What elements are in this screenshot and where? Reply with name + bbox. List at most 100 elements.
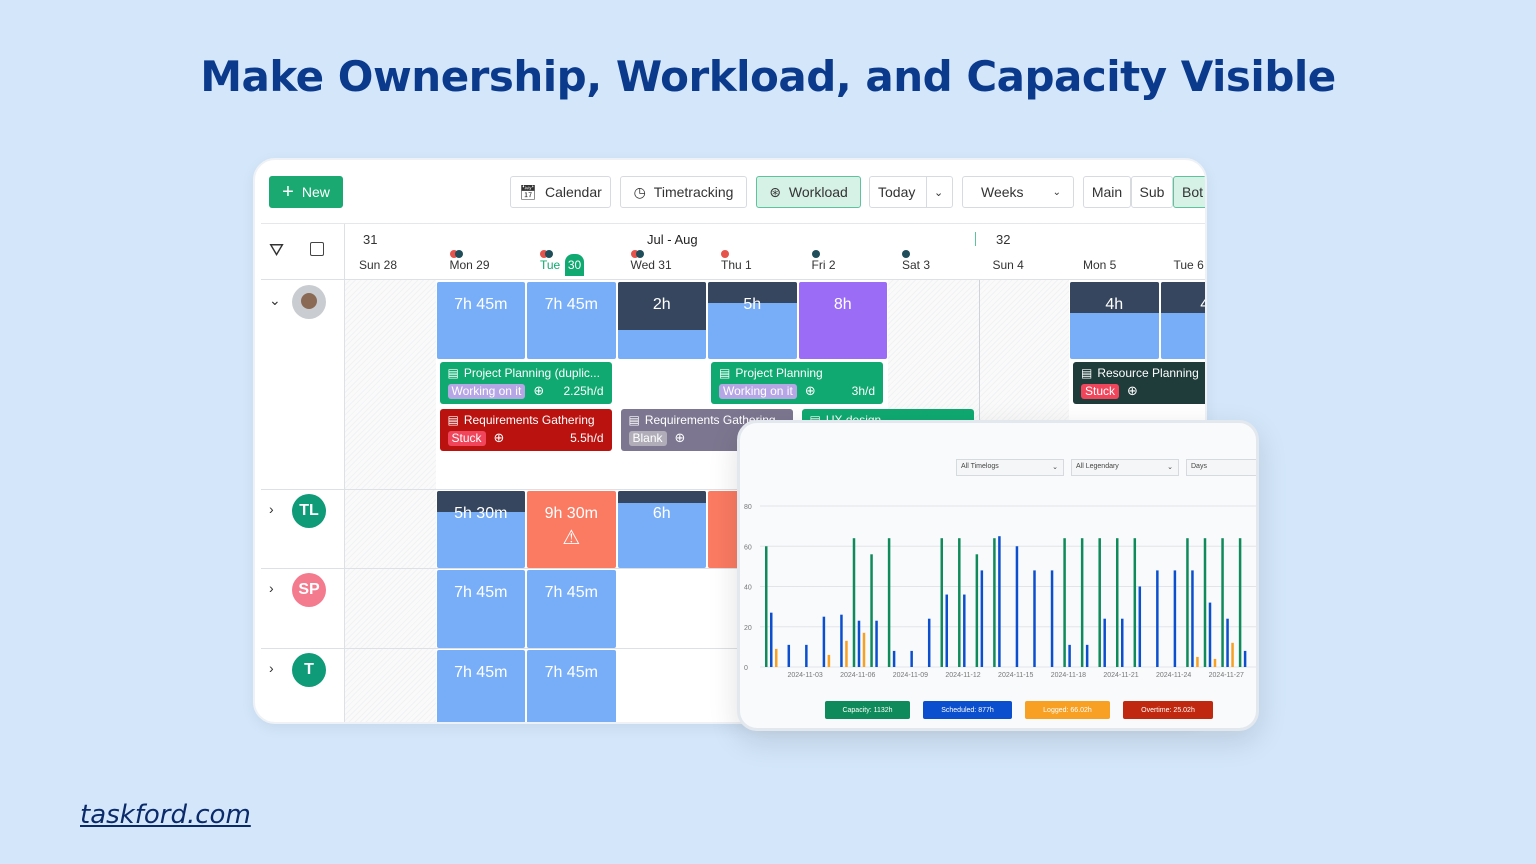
- today-button[interactable]: Today ⌄: [869, 176, 953, 208]
- task-meta-row: Stuck ⊕: [1081, 383, 1205, 399]
- sub-toggle[interactable]: Sub: [1131, 176, 1173, 208]
- task-bar[interactable]: ▤ Requirements Gathering Stuck ⊕ 5.5h/d: [439, 409, 612, 451]
- bar-scheduled: [1121, 618, 1124, 667]
- workload-block[interactable]: 7h 45m: [527, 570, 616, 648]
- status-badge[interactable]: Working on it: [719, 383, 797, 399]
- avatar[interactable]: T: [292, 653, 326, 687]
- workload-block[interactable]: 7h 45m: [436, 570, 525, 648]
- chevron-down-icon[interactable]: ⌄: [934, 186, 944, 199]
- add-comment-icon[interactable]: ⊕: [493, 430, 505, 445]
- timelogs-select[interactable]: All Timelogs ⌄: [956, 459, 1064, 476]
- workload-block[interactable]: 4h: [1070, 282, 1159, 359]
- avatar[interactable]: SP: [292, 573, 326, 607]
- avatar[interactable]: TL: [292, 494, 326, 528]
- workload-view-button[interactable]: ⊛ Workload: [756, 176, 861, 208]
- both-toggle[interactable]: Bot: [1173, 176, 1205, 208]
- bar-logged: [845, 640, 848, 667]
- expand-chevron-icon[interactable]: ›: [269, 660, 274, 676]
- workload-block[interactable]: 4: [1160, 282, 1205, 359]
- weeks-label: Weeks: [981, 184, 1024, 200]
- day-header[interactable]: Tue: [540, 258, 561, 272]
- bar-logged: [827, 654, 831, 667]
- status-badge[interactable]: Blank: [628, 430, 667, 446]
- bar-scheduled: [945, 594, 948, 667]
- new-button[interactable]: + New: [269, 176, 343, 208]
- bar-scheduled: [822, 616, 826, 667]
- month-label: Jul - Aug: [647, 232, 698, 247]
- add-comment-icon[interactable]: ⊕: [674, 430, 686, 445]
- weeks-dropdown[interactable]: Weeks ⌄: [962, 176, 1074, 208]
- task-bar[interactable]: ▤ Resource Planning Stuck ⊕: [1073, 362, 1205, 404]
- day-header[interactable]: Sun 4: [992, 258, 1024, 272]
- task-icon: ▤: [719, 366, 731, 380]
- bar-scheduled: [1243, 650, 1247, 667]
- workload-block[interactable]: 9h 30m ⚠: [527, 491, 616, 568]
- workload-report-panel: All Timelogs ⌄ All Legendary ⌄ Days 0 20 40 6…: [737, 420, 1259, 731]
- expand-chevron-icon[interactable]: ›: [269, 501, 274, 517]
- y-tick-label: 40: [744, 585, 752, 592]
- task-title: Project Planning (duplic...: [463, 366, 600, 380]
- bar-scheduled: [1156, 570, 1159, 667]
- day-header[interactable]: Fri 2: [811, 258, 836, 272]
- bar-capacity: [940, 538, 943, 667]
- add-comment-icon[interactable]: ⊕: [804, 383, 816, 398]
- add-comment-icon[interactable]: ⊕: [1127, 383, 1138, 398]
- day-header[interactable]: Thu 1: [721, 258, 752, 272]
- workload-block[interactable]: 2h: [617, 282, 706, 359]
- status-badge[interactable]: Stuck: [447, 430, 486, 446]
- workload-block[interactable]: 5h: [708, 282, 797, 359]
- legend-overtime[interactable]: Overtime: 25.02h: [1123, 701, 1213, 719]
- legend-logged[interactable]: Logged: 66.02h: [1025, 701, 1110, 719]
- timetracking-view-button[interactable]: ◷ Timetracking: [620, 176, 747, 208]
- workload-block[interactable]: 8h: [798, 282, 887, 359]
- legend-scheduled[interactable]: Scheduled: 877h: [923, 701, 1012, 719]
- bar-scheduled: [857, 620, 861, 667]
- status-badge[interactable]: Working on it: [447, 383, 526, 399]
- calendar-view-button[interactable]: 📅︎ Calendar: [510, 176, 611, 208]
- workload-block[interactable]: 7h 45m: [436, 282, 525, 359]
- day-header[interactable]: Sun 28: [359, 258, 398, 272]
- main-toggle[interactable]: Main: [1083, 176, 1131, 208]
- avatar[interactable]: [292, 285, 326, 319]
- rate-label: 2.25h/d: [563, 384, 604, 398]
- days-select[interactable]: Days: [1186, 459, 1256, 476]
- day-header[interactable]: Mon 29: [449, 258, 490, 272]
- hours-label: 4h: [1105, 296, 1124, 313]
- bar-scheduled: [1226, 618, 1229, 667]
- hours-label: 7h 45m: [454, 664, 508, 681]
- workload-block[interactable]: 7h 45m: [527, 650, 616, 722]
- today-badge: 30: [565, 254, 584, 276]
- task-bar[interactable]: ▤ Project Planning (duplic... Working on i…: [439, 362, 612, 404]
- expand-chevron-icon[interactable]: ›: [269, 580, 274, 596]
- bar-capacity: [1203, 538, 1207, 667]
- hours-label: 7h 45m: [544, 296, 598, 313]
- warning-icon: ⚠: [562, 527, 581, 549]
- bar-scheduled: [875, 620, 878, 667]
- legendary-select[interactable]: All Legendary ⌄: [1071, 459, 1179, 476]
- workload-block[interactable]: 7h 45m: [527, 282, 616, 359]
- filter-icon[interactable]: ⛛: [269, 240, 285, 260]
- workload-block[interactable]: 6h: [617, 491, 706, 568]
- workload-block[interactable]: 7h 45m: [436, 650, 525, 722]
- bar-capacity: [1116, 538, 1119, 667]
- day-header[interactable]: Tue 6: [1173, 258, 1204, 272]
- event-dot: [540, 250, 548, 258]
- task-title: Resource Planning: [1097, 366, 1199, 380]
- status-badge[interactable]: Stuck: [1081, 383, 1120, 399]
- day-header[interactable]: Sat 3: [902, 258, 931, 272]
- chevron-down-icon: ⌄: [1052, 186, 1061, 198]
- add-comment-icon[interactable]: ⊕: [533, 383, 545, 398]
- x-tick-label: 2024-11-03: [787, 672, 822, 679]
- select-label: All Legendary: [1076, 463, 1119, 470]
- day-header[interactable]: Wed 31: [630, 258, 672, 272]
- allocated-portion: [617, 282, 706, 330]
- legend-capacity[interactable]: Capacity: 1132h: [825, 701, 910, 719]
- expand-chevron-icon[interactable]: ⌄: [269, 292, 281, 308]
- event-dot: [721, 250, 729, 258]
- website-link[interactable]: taskford.com: [80, 800, 251, 830]
- day-header[interactable]: Mon 5: [1083, 258, 1117, 272]
- plus-icon: +: [282, 180, 294, 203]
- workload-block[interactable]: 5h 30m: [436, 491, 525, 568]
- archive-icon[interactable]: [310, 242, 324, 256]
- task-bar[interactable]: ▤ Project Planning Working on it ⊕ 3h/d: [711, 362, 883, 404]
